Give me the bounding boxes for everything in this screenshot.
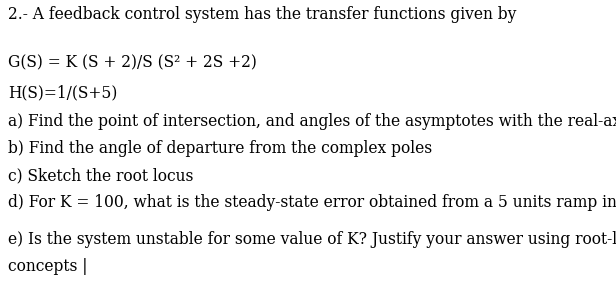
Text: c) Sketch the root locus: c) Sketch the root locus	[8, 167, 193, 184]
Text: a) Find the point of intersection, and angles of the asymptotes with the real-ax: a) Find the point of intersection, and a…	[8, 113, 616, 130]
Text: H(S)=1/(S+5): H(S)=1/(S+5)	[8, 85, 117, 102]
Text: 2.- A feedback control system has the transfer functions given by: 2.- A feedback control system has the tr…	[8, 6, 516, 23]
Text: b) Find the angle of departure from the complex poles: b) Find the angle of departure from the …	[8, 140, 432, 157]
Text: concepts |: concepts |	[8, 258, 87, 275]
Text: G(S) = K (S + 2)/S (S² + 2S +2): G(S) = K (S + 2)/S (S² + 2S +2)	[8, 55, 257, 72]
Text: e) Is the system unstable for some value of K? Justify your answer using root-lo: e) Is the system unstable for some value…	[8, 231, 616, 248]
Text: d) For K = 100, what is the steady-state error obtained from a 5 units ramp inpu: d) For K = 100, what is the steady-state…	[8, 194, 616, 211]
